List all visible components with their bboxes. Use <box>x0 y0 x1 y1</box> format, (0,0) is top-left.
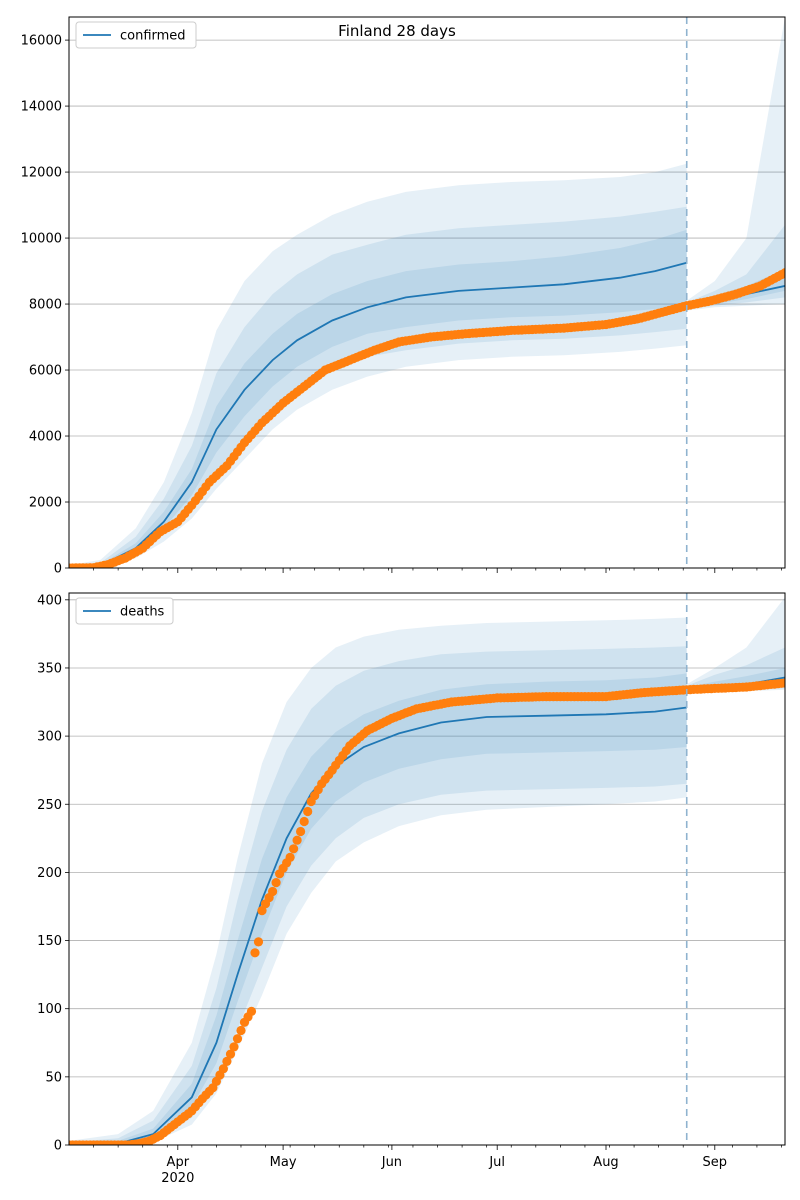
y-tick-label: 4000 <box>29 430 62 445</box>
plot-area <box>69 597 785 1145</box>
x-tick-label: Jun <box>381 1155 402 1170</box>
observed-point <box>289 844 299 854</box>
legend-label: confirmed <box>120 29 186 44</box>
y-tick-label: 14000 <box>21 100 62 115</box>
observed-point <box>285 852 295 863</box>
y-tick-label: 0 <box>54 562 62 577</box>
y-tick-label: 0 <box>54 1139 62 1154</box>
y-tick-label: 8000 <box>29 298 62 313</box>
uncertainty-band-inner <box>69 229 687 568</box>
panel-deaths: 0 50 100 150 200 250 300 350 400 Apr May Jun Jul Aug S… <box>37 592 786 1186</box>
observed-point <box>246 1006 257 1017</box>
observed-point <box>299 816 309 827</box>
x-tick-label: May <box>270 1155 297 1170</box>
observed-point <box>780 268 785 278</box>
observed-point <box>232 1034 243 1044</box>
y-tick-label: 350 <box>37 661 62 676</box>
observed-point <box>250 948 260 958</box>
y-tick-label: 12000 <box>21 166 62 181</box>
y-tick-label: 400 <box>37 593 62 608</box>
x-tick-label: Jul <box>488 1155 505 1170</box>
plot-frame <box>68 592 786 1146</box>
observed-point <box>218 1064 228 1074</box>
forecast-band-outer <box>686 597 785 694</box>
observed-point <box>236 1025 246 1036</box>
legend: deaths <box>75 597 174 625</box>
observed-point <box>222 1056 232 1066</box>
observed-point <box>268 886 278 897</box>
x-tick-label: Sep <box>703 1155 728 1170</box>
observed-point <box>780 678 785 688</box>
observed-point <box>292 835 302 845</box>
uncertainty-band-outer <box>69 617 687 1145</box>
y-tick-label: 10000 <box>21 232 62 247</box>
uncertainty-band-middle <box>69 206 687 568</box>
x-year-label: 2020 <box>161 1171 194 1186</box>
legend-label: deaths <box>120 605 165 620</box>
legend-box <box>75 597 174 625</box>
observed-point <box>303 806 313 817</box>
y-tick-label: 2000 <box>29 496 62 511</box>
observed-point <box>257 906 267 916</box>
forecast-band-outer <box>686 17 785 311</box>
model-median-line <box>69 261 687 568</box>
y-tick-label: 150 <box>37 934 62 949</box>
observed-point <box>296 826 306 837</box>
y-tick-label: 300 <box>37 730 62 745</box>
y-tick-label: 100 <box>37 1002 62 1017</box>
figure-title: Finland 28 days <box>338 22 456 40</box>
y-tick-label: 50 <box>45 1070 62 1085</box>
observed-point <box>271 878 281 888</box>
y-tick-label: 200 <box>37 866 62 881</box>
observed-point <box>229 1042 239 1052</box>
x-tick-label: Aug <box>593 1155 618 1170</box>
y-tick-label: 6000 <box>29 364 62 379</box>
panel-confirmed: 0 2000 4000 6000 8000 10000 12000 14000 16000 con… <box>21 16 786 577</box>
uncertainty-band-inner <box>69 673 687 1145</box>
y-tick-label: 16000 <box>21 34 62 49</box>
legend: confirmed <box>75 21 197 49</box>
plot-frame <box>68 16 786 569</box>
plot-area <box>69 17 785 568</box>
y-tick-label: 250 <box>37 798 62 813</box>
observed-point <box>253 937 264 947</box>
legend-box <box>75 21 197 49</box>
uncertainty-band-outer <box>69 163 687 568</box>
x-tick-label: Apr <box>167 1155 190 1170</box>
observed-point <box>225 1049 236 1059</box>
